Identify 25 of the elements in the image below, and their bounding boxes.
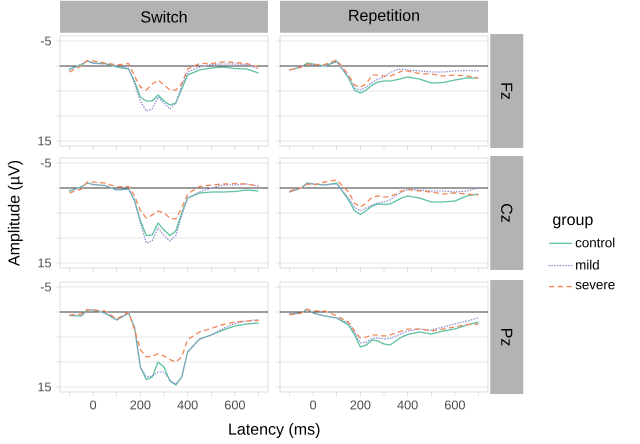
x-tick-label: 600 [444, 400, 465, 410]
legend-label: mild [576, 260, 599, 270]
x-tick-label: 0 [310, 400, 316, 410]
y-tick-label: 15 [38, 136, 51, 146]
legend-label: severe [576, 282, 615, 290]
x-tick-label: 400 [177, 400, 198, 410]
y-tick-label: -5 [40, 36, 51, 46]
text: Pz [501, 328, 512, 346]
legend-title: group [553, 216, 593, 228]
text: Cz [501, 204, 512, 222]
x-tick-label: 400 [397, 400, 418, 410]
legend-label: control [576, 238, 614, 248]
text: Fz [501, 83, 512, 100]
x-tick-label: 0 [90, 400, 96, 410]
chart-title: Switch [141, 10, 187, 23]
x-tick-label: 600 [224, 400, 245, 410]
x-tick-label: 200 [350, 400, 370, 410]
y-tick-label: 15 [38, 258, 51, 268]
x-tick-label: 200 [130, 400, 150, 410]
x-axis-title: Latency (ms) [229, 423, 320, 438]
chart-title: Repetition [349, 9, 419, 24]
y-tick-label: 15 [38, 382, 51, 392]
y-tick-label: -5 [40, 282, 51, 292]
y-tick-label: -5 [40, 158, 51, 168]
y-axis-title: Amplitude (µV) [8, 160, 23, 266]
